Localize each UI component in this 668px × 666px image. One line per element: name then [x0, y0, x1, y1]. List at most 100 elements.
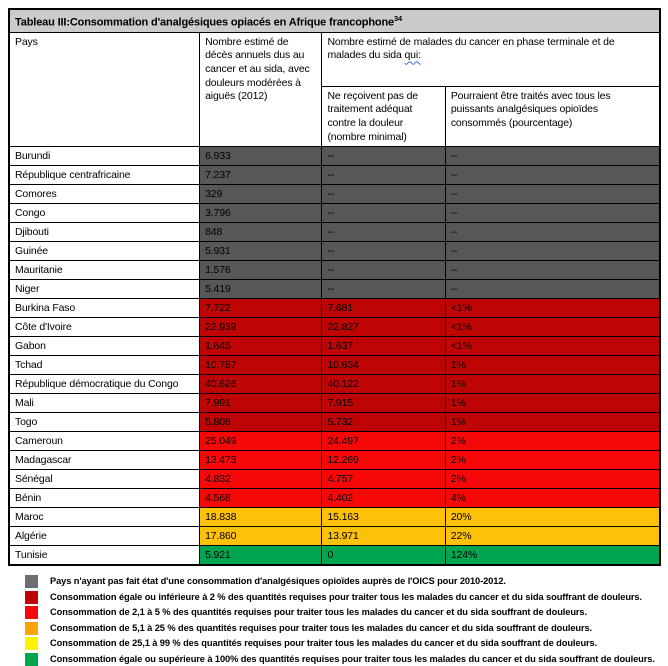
percent-cell: 2%: [444, 469, 661, 490]
column-header-treated-pct: Pourraient être traités avec tous les pu…: [444, 85, 661, 148]
legend-color-swatch: [25, 590, 38, 604]
deaths-cell: 13.473: [199, 450, 323, 471]
deaths-cell: 4.832: [199, 469, 323, 490]
deaths-cell: 1.645: [199, 336, 323, 357]
country-cell: Congo: [8, 203, 201, 224]
footnote-reference: 34: [394, 14, 403, 23]
legend-item: Consommation de 25,1 à 99 % des quantité…: [8, 637, 661, 651]
untreated-cell: --: [321, 184, 446, 205]
deaths-cell: 6.933: [199, 146, 323, 167]
table-row: Guinée 5.931 -- --: [8, 241, 661, 262]
untreated-cell: 22.827: [321, 317, 446, 338]
untreated-cell: --: [321, 165, 446, 186]
legend-item: Consommation égale ou supérieure à 100% …: [8, 652, 661, 666]
table-row: Djibouti 848 -- --: [8, 222, 661, 243]
deaths-cell: 5.931: [199, 241, 323, 262]
untreated-cell: 7.681: [321, 298, 446, 319]
legend-item-label: Consommation de 25,1 à 99 % des quantité…: [50, 638, 598, 649]
percent-cell: <1%: [444, 317, 661, 338]
country-cell: Niger: [8, 279, 201, 300]
table-row: Sénégal 4.832 4.757 2%: [8, 469, 661, 490]
table-title-text: Tableau III:Consommation d'analgésiques …: [15, 16, 395, 29]
country-cell: Côte d'Ivoire: [8, 317, 201, 338]
table-row: République centrafricaine 7.237 -- --: [8, 165, 661, 186]
deaths-cell: 17.860: [199, 526, 323, 547]
column-header-untreated: Ne reçoivent pas de traitement adéquat c…: [321, 85, 446, 148]
legend-item: Consommation de 2,1 à 5 % des quantités …: [8, 606, 661, 620]
table-row: Algérie 17.860 13.971 22%: [8, 526, 661, 547]
percent-cell: --: [444, 222, 661, 243]
table-row: Mali 7.991 7.915 1%: [8, 393, 661, 414]
percent-cell: 2%: [444, 431, 661, 452]
country-cell: Maroc: [8, 507, 201, 528]
percent-cell: --: [444, 184, 661, 205]
table-row: Togo 5.808 5.732 1%: [8, 412, 661, 433]
legend-color-swatch: [25, 575, 38, 589]
header-row-2: Ne reçoivent pas de traitement adéquat c…: [9, 85, 661, 148]
deaths-cell: 329: [199, 184, 323, 205]
country-cell: République démocratique du Congo: [8, 374, 201, 395]
legend-item-label: Consommation égale ou inférieure à 2 % d…: [50, 591, 642, 602]
untreated-cell: 4.757: [321, 469, 446, 490]
country-cell: Sénégal: [8, 469, 201, 490]
table-row: Mauritanie 1.576 -- --: [8, 260, 661, 281]
percent-cell: 124%: [444, 545, 661, 566]
untreated-cell: --: [321, 260, 446, 281]
country-cell: Mali: [8, 393, 201, 414]
deaths-cell: 7.237: [199, 165, 323, 186]
deaths-cell: 3.796: [199, 203, 323, 224]
color-legend: Pays n'ayant pas fait état d'une consomm…: [8, 575, 661, 666]
table-body: Burundi 6.933 -- -- République centrafri…: [8, 146, 661, 566]
percent-cell: 1%: [444, 393, 661, 414]
untreated-cell: 7.915: [321, 393, 446, 414]
legend-item-label: Pays n'ayant pas fait état d'une consomm…: [50, 576, 506, 587]
untreated-cell: 5.732: [321, 412, 446, 433]
spellcheck-underlined-word: qui:: [404, 49, 421, 62]
percent-cell: 1%: [444, 374, 661, 395]
legend-color-swatch: [25, 606, 38, 620]
column-header-deaths: Nombre estimé de décès annuels dus au ca…: [199, 31, 323, 148]
table-row: Gabon 1.645 1.637 <1%: [8, 336, 661, 357]
table-title: Tableau III:Consommation d'analgésiques …: [8, 8, 661, 33]
untreated-cell: 4.402: [321, 488, 446, 509]
percent-cell: --: [444, 260, 661, 281]
country-cell: Burkina Faso: [8, 298, 201, 319]
percent-cell: 22%: [444, 526, 661, 547]
percent-cell: --: [444, 241, 661, 262]
table-title-row: Tableau III:Consommation d'analgésiques …: [8, 8, 661, 33]
deaths-cell: 10.787: [199, 355, 323, 376]
table-row: Congo 3.796 -- --: [8, 203, 661, 224]
table-row: Burundi 6.933 -- --: [8, 146, 661, 167]
country-cell: République centrafricaine: [8, 165, 201, 186]
legend-item-label: Consommation de 5,1 à 25 % des quantités…: [50, 622, 593, 633]
legend-color-swatch: [25, 621, 38, 635]
table-row: Tchad 10.787 10.634 1%: [8, 355, 661, 376]
country-cell: Guinée: [8, 241, 201, 262]
deaths-cell: 5.921: [199, 545, 323, 566]
untreated-cell: 24.497: [321, 431, 446, 452]
opioid-consumption-table: Tableau III:Consommation d'analgésiques …: [8, 8, 661, 567]
deaths-cell: 40.626: [199, 374, 323, 395]
deaths-cell: 25.049: [199, 431, 323, 452]
table-row: Bénin 4.568 4.402 4%: [8, 488, 661, 509]
percent-cell: --: [444, 203, 661, 224]
country-cell: Togo: [8, 412, 201, 433]
untreated-cell: --: [321, 203, 446, 224]
deaths-cell: 22.939: [199, 317, 323, 338]
legend-item: Consommation égale ou inférieure à 2 % d…: [8, 590, 661, 604]
untreated-cell: --: [321, 241, 446, 262]
country-cell: Bénin: [8, 488, 201, 509]
deaths-cell: 18.838: [199, 507, 323, 528]
column-header-group-text: Nombre estimé de malades du cancer en ph…: [327, 35, 615, 62]
country-cell: Tchad: [8, 355, 201, 376]
legend-item: Pays n'ayant pas fait état d'une consomm…: [8, 575, 661, 589]
country-cell: Tunisie: [8, 545, 201, 566]
percent-cell: 1%: [444, 412, 661, 433]
column-header-country: Pays: [8, 31, 201, 148]
table-row: Cameroun 25.049 24.497 2%: [8, 431, 661, 452]
untreated-cell: 0: [321, 545, 446, 566]
deaths-cell: 5.419: [199, 279, 323, 300]
percent-cell: --: [444, 146, 661, 167]
country-cell: Comores: [8, 184, 201, 205]
